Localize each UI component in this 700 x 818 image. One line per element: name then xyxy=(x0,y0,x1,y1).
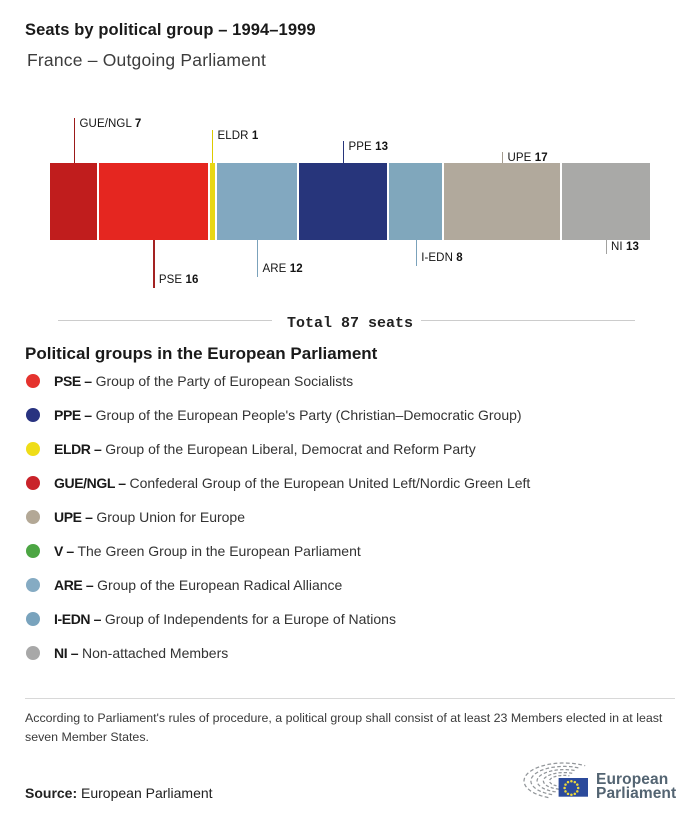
svg-text:European: European xyxy=(596,771,668,788)
svg-text:Parliament: Parliament xyxy=(596,785,676,802)
